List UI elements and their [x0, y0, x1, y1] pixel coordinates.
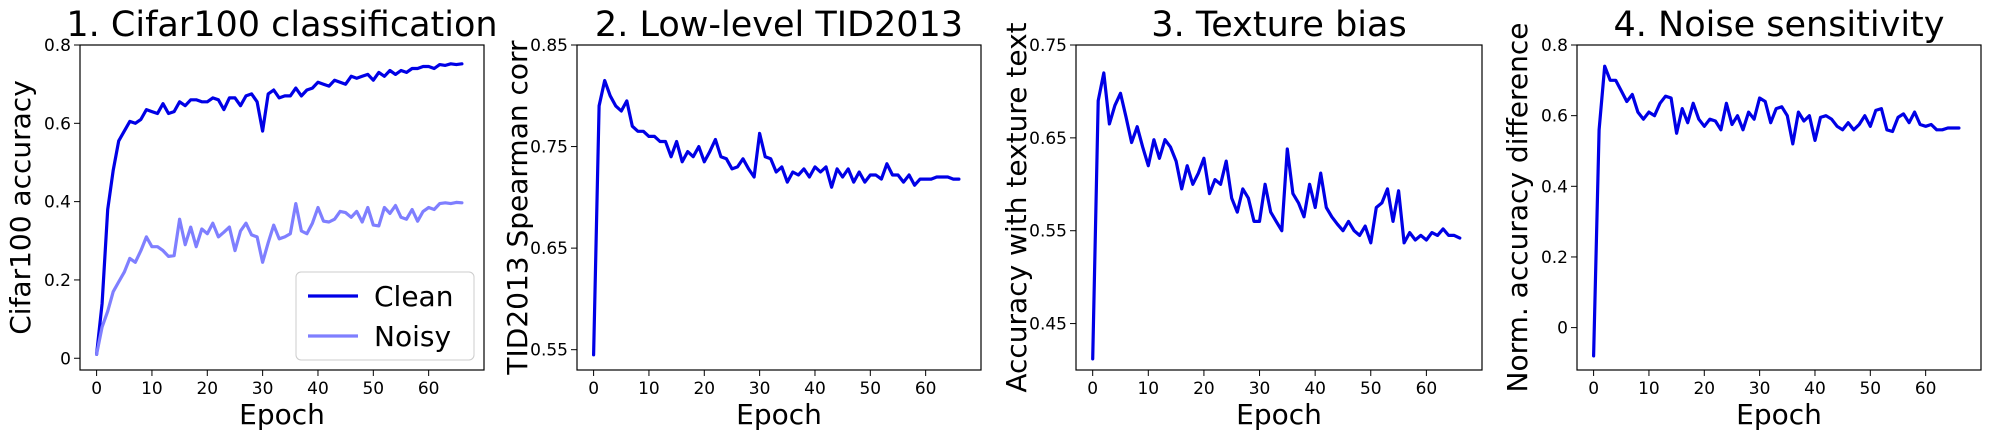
y-axis-label: TID2013 Spearman corr — [501, 40, 534, 376]
y-tick-label: 0.2 — [44, 271, 71, 291]
legend-label: Noisy — [374, 320, 451, 353]
x-tick-label: 60 — [915, 379, 937, 399]
y-tick-label: 0 — [60, 349, 71, 369]
x-tick-label: 60 — [1915, 379, 1937, 399]
x-tick-label: 30 — [1249, 379, 1271, 399]
x-tick-label: 0 — [1087, 379, 1098, 399]
x-tick-label: 10 — [141, 379, 163, 399]
x-tick-label: 30 — [252, 379, 274, 399]
y-tick-label: 0.65 — [530, 239, 568, 259]
x-tick-label: 60 — [1416, 379, 1438, 399]
y-tick-label: 0.8 — [44, 36, 71, 56]
series-line-noisy — [94, 200, 464, 356]
x-tick-label: 20 — [693, 379, 715, 399]
y-tick-label: 0 — [1557, 319, 1568, 339]
x-tick-label: 20 — [196, 379, 218, 399]
y-tick-label: 0.6 — [44, 114, 71, 134]
plot-frame — [576, 44, 982, 371]
x-tick-label: 40 — [804, 379, 826, 399]
series-line-1 — [1591, 64, 1961, 358]
y-tick-label: 0.75 — [530, 138, 568, 158]
x-tick-label: 40 — [1304, 379, 1326, 399]
x-tick-label: 0 — [1588, 379, 1599, 399]
x-tick-label: 30 — [749, 379, 771, 399]
chart-panel-4: 4. Noise sensitivity 0 10 20 30 40 50 60 0 0.2 0.4… — [1501, 5, 1982, 431]
y-tick-label: 0.65 — [1029, 129, 1067, 149]
y-tick-label: 0.45 — [1029, 315, 1067, 335]
plot-frame — [1075, 44, 1483, 371]
y-tick-label: 0.75 — [1029, 36, 1067, 56]
x-tick-label: 50 — [362, 379, 384, 399]
y-axis-label: Cifar100 accuracy — [4, 80, 37, 335]
legend-label: Clean — [374, 280, 453, 313]
x-tick-label: 40 — [1804, 379, 1826, 399]
series-line-1 — [1091, 71, 1462, 361]
y-tick-label: 0.4 — [44, 193, 71, 213]
y-tick-label: 0.85 — [530, 36, 568, 56]
chart-panel-3: 3. Texture bias 0 10 20 30 40 50 60 0.45 0.55 0.65… — [1000, 5, 1483, 431]
x-axis-label: Epoch — [239, 398, 325, 431]
chart-title: 2. Low-level TID2013 — [595, 5, 963, 45]
x-axis-label: Epoch — [736, 398, 822, 431]
y-tick-label: 0.55 — [530, 341, 568, 361]
legend: Clean Noisy — [295, 271, 475, 361]
x-tick-label: 60 — [418, 379, 440, 399]
y-axis-label: Accuracy with texture text — [1000, 22, 1033, 392]
x-tick-label: 50 — [1859, 379, 1881, 399]
x-axis-label: Epoch — [1236, 398, 1322, 431]
y-tick-label: 0.4 — [1541, 177, 1568, 197]
x-tick-label: 0 — [588, 379, 599, 399]
x-tick-label: 50 — [1360, 379, 1382, 399]
y-tick-label: 0.2 — [1541, 248, 1568, 268]
y-tick-label: 0.6 — [1541, 107, 1568, 127]
x-tick-label: 20 — [1193, 379, 1215, 399]
chart-panel-1: 1. Cifar100 classification 0 10 20 30 40 50 60 0… — [4, 5, 498, 431]
x-tick-label: 10 — [638, 379, 660, 399]
series-line-1 — [591, 78, 961, 357]
x-tick-label: 30 — [1749, 379, 1771, 399]
x-tick-label: 10 — [1137, 379, 1159, 399]
chart-title: 1. Cifar100 classification — [66, 5, 497, 45]
x-tick-label: 20 — [1693, 379, 1715, 399]
y-tick-label: 0.55 — [1029, 222, 1067, 242]
chart-title: 3. Texture bias — [1151, 5, 1406, 45]
plot-frame — [79, 44, 485, 371]
legend-box — [295, 271, 475, 361]
chart-title: 4. Noise sensitivity — [1614, 5, 1945, 45]
x-tick-label: 0 — [91, 379, 102, 399]
x-tick-label: 50 — [859, 379, 881, 399]
chart-panel-2: 2. Low-level TID2013 0 10 20 30 40 50 60 0.55 0.6… — [501, 5, 982, 431]
plot-frame — [1576, 44, 1982, 371]
y-tick-label: 0.8 — [1541, 36, 1568, 56]
x-tick-label: 40 — [307, 379, 329, 399]
x-tick-label: 10 — [1638, 379, 1660, 399]
y-axis-label: Norm. accuracy difference — [1501, 23, 1534, 393]
series-line-clean — [94, 62, 464, 356]
x-axis-label: Epoch — [1736, 398, 1822, 431]
